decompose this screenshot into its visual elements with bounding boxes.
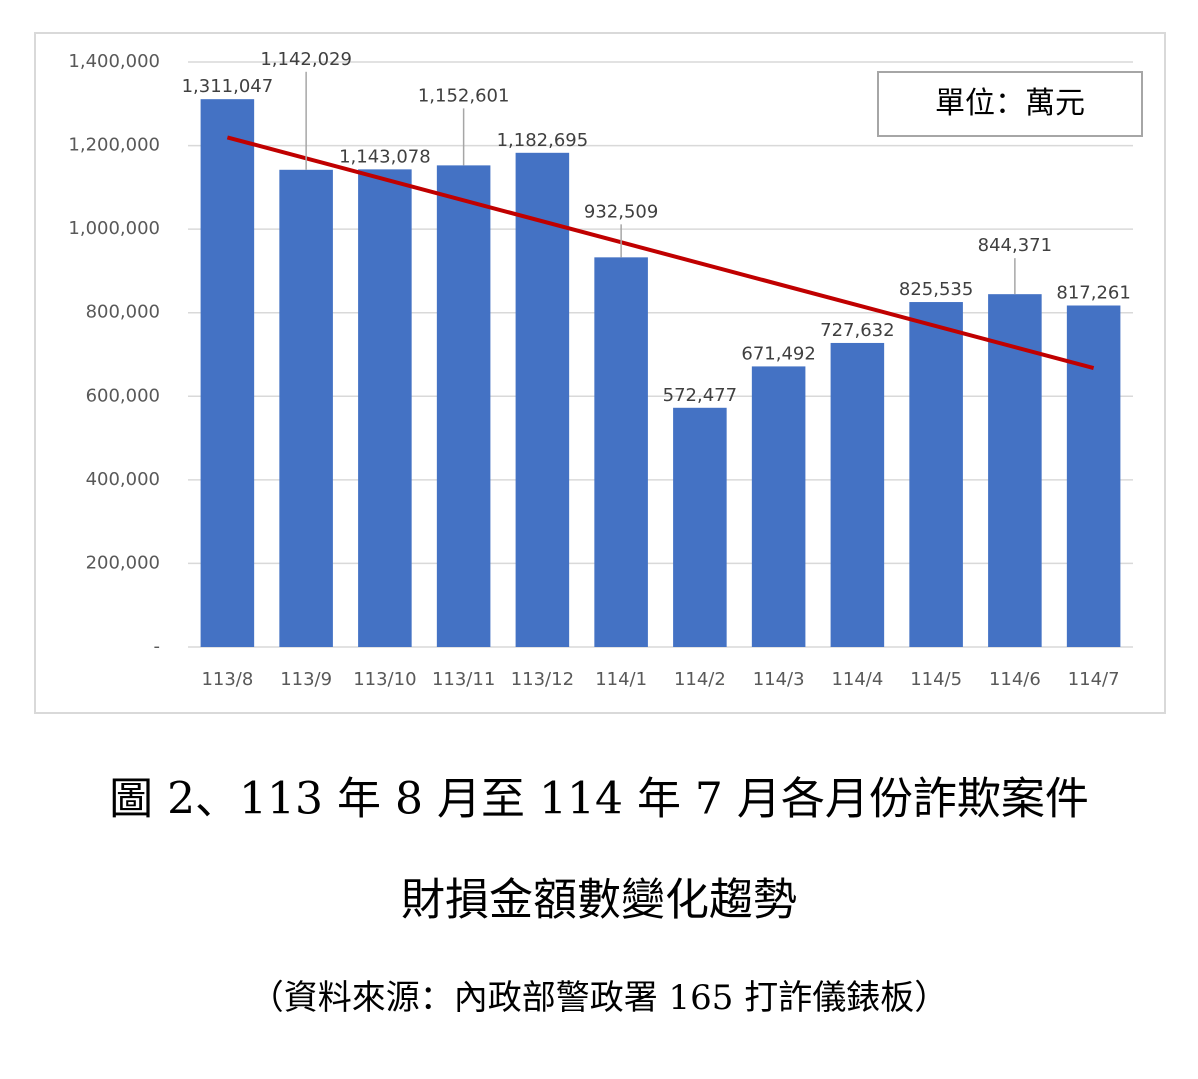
x-tick-label: 114/1 bbox=[595, 669, 647, 690]
value-label: 1,143,078 bbox=[339, 146, 431, 167]
y-tick-label: 800,000 bbox=[86, 302, 160, 323]
bar bbox=[515, 152, 570, 648]
y-tick-label: 1,400,000 bbox=[68, 51, 160, 72]
value-label: 727,632 bbox=[820, 320, 894, 341]
value-label: 1,182,695 bbox=[497, 130, 589, 151]
x-tick-label: 114/2 bbox=[674, 669, 726, 690]
trendline bbox=[226, 135, 1095, 370]
x-tick-label: 114/5 bbox=[910, 669, 962, 690]
unit-box bbox=[877, 71, 1143, 137]
value-label: 817,261 bbox=[1056, 283, 1130, 304]
x-tick-label: 113/12 bbox=[511, 669, 574, 690]
bar bbox=[358, 169, 412, 647]
bar bbox=[673, 407, 727, 647]
y-tick-label: 400,000 bbox=[86, 469, 160, 490]
bar bbox=[830, 342, 885, 647]
y-tick-label: 600,000 bbox=[86, 385, 160, 406]
value-label: 932,509 bbox=[584, 201, 658, 222]
y-tick-label: - bbox=[154, 636, 161, 657]
bar bbox=[1066, 305, 1121, 647]
y-tick-label: 1,000,000 bbox=[68, 218, 160, 239]
y-tick-label: 1,200,000 bbox=[68, 135, 160, 156]
bar bbox=[594, 257, 648, 647]
x-tick-label: 113/9 bbox=[280, 669, 332, 690]
value-label: 1,142,029 bbox=[260, 49, 352, 70]
chart-title: 圖 2、113 年 8 月至 114 年 7 月各月份詐欺案件 bbox=[109, 774, 1089, 825]
value-label: 1,311,047 bbox=[182, 76, 274, 97]
bar bbox=[909, 302, 963, 647]
unit-label: 單位：萬元 bbox=[935, 86, 1085, 121]
x-tick-label: 113/11 bbox=[432, 669, 495, 690]
value-label: 1,152,601 bbox=[418, 85, 510, 106]
value-label: 825,535 bbox=[899, 279, 973, 300]
bar bbox=[200, 99, 255, 647]
x-tick-label: 113/10 bbox=[353, 669, 416, 690]
x-tick-label: 114/6 bbox=[989, 669, 1041, 690]
value-label: 671,492 bbox=[741, 343, 815, 364]
source-note: （資料來源：內政部警政署 165 打詐儀錶板） bbox=[250, 978, 949, 1018]
x-tick-label: 114/3 bbox=[753, 669, 805, 690]
value-label: 572,477 bbox=[663, 385, 737, 406]
chart-subtitle: 財損金額數變化趨勢 bbox=[401, 875, 797, 926]
bar bbox=[751, 366, 806, 647]
x-tick-label: 114/4 bbox=[831, 669, 883, 690]
bar bbox=[436, 165, 491, 647]
y-tick-label: 200,000 bbox=[86, 552, 160, 573]
bar bbox=[279, 169, 333, 647]
x-tick-label: 113/8 bbox=[201, 669, 253, 690]
value-label: 844,371 bbox=[978, 235, 1052, 256]
x-tick-label: 114/7 bbox=[1068, 669, 1120, 690]
